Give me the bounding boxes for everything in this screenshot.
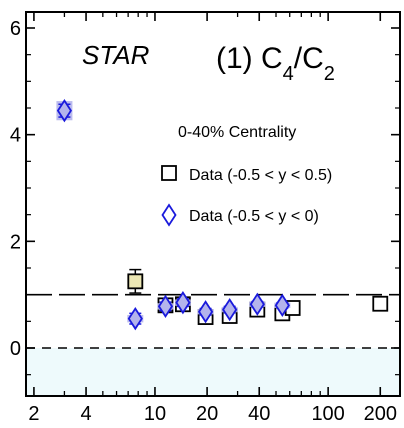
diamond-data-point [249, 292, 266, 316]
panel-title-prefix: (1) C [216, 42, 283, 75]
y-tick-label: 2 [10, 231, 21, 253]
panel-title: (1) C4/C2 [216, 42, 335, 85]
diamond-data-point [174, 291, 191, 315]
diamond-marker [249, 292, 265, 316]
diamond-marker [157, 294, 174, 319]
diamond-marker [56, 99, 72, 123]
panel-title-mid: /C [294, 42, 324, 75]
data-layer [56, 99, 389, 331]
diamond-marker [175, 291, 191, 315]
x-tick-label: 100 [311, 403, 344, 425]
plot-frame [25, 11, 401, 397]
diamond-data-point [274, 293, 291, 317]
negative-shaded-band [26, 348, 400, 396]
diamond-marker [222, 297, 238, 322]
y-tick-label: 6 [10, 18, 21, 40]
panel-title-sub1: 4 [283, 63, 294, 85]
experiment-label: STAR [82, 40, 149, 70]
square-marker [372, 295, 389, 312]
legend-diamond-marker [161, 203, 177, 227]
legend-square-marker [161, 165, 177, 181]
y-tick-label: 4 [10, 125, 21, 147]
diamond-data-point [157, 294, 174, 319]
diamond-marker [274, 293, 290, 317]
legend-entry-forward: Data (-0.5 < y < 0) [189, 208, 319, 225]
square-data-point [372, 295, 389, 312]
x-tick-label: 10 [144, 403, 166, 425]
diamond-data-point [127, 307, 144, 331]
x-tick-label: 200 [364, 403, 397, 425]
legend-entry-midrapidity: Data (-0.5 < y < 0.5) [189, 167, 332, 184]
diamond-data-point [221, 297, 238, 322]
diamond-data-point [56, 99, 73, 123]
square-marker [127, 273, 144, 290]
diamond-marker [127, 307, 143, 331]
legend: Data (-0.5 < y < 0.5) Data (-0.5 < y < 0… [161, 165, 332, 227]
y-tick-label: 0 [10, 338, 21, 360]
reference-lines [26, 293, 400, 349]
square-data-point [127, 268, 144, 294]
x-tick-label: 40 [248, 403, 270, 425]
x-tick-label: 2 [28, 403, 39, 425]
panel-title-sub2: 2 [324, 63, 335, 85]
x-tick-label: 20 [196, 403, 218, 425]
diamond-marker [198, 300, 214, 324]
centrality-label: 0-40% Centrality [178, 124, 296, 141]
diamond-data-point [197, 300, 214, 324]
x-tick-label: 4 [80, 403, 91, 425]
